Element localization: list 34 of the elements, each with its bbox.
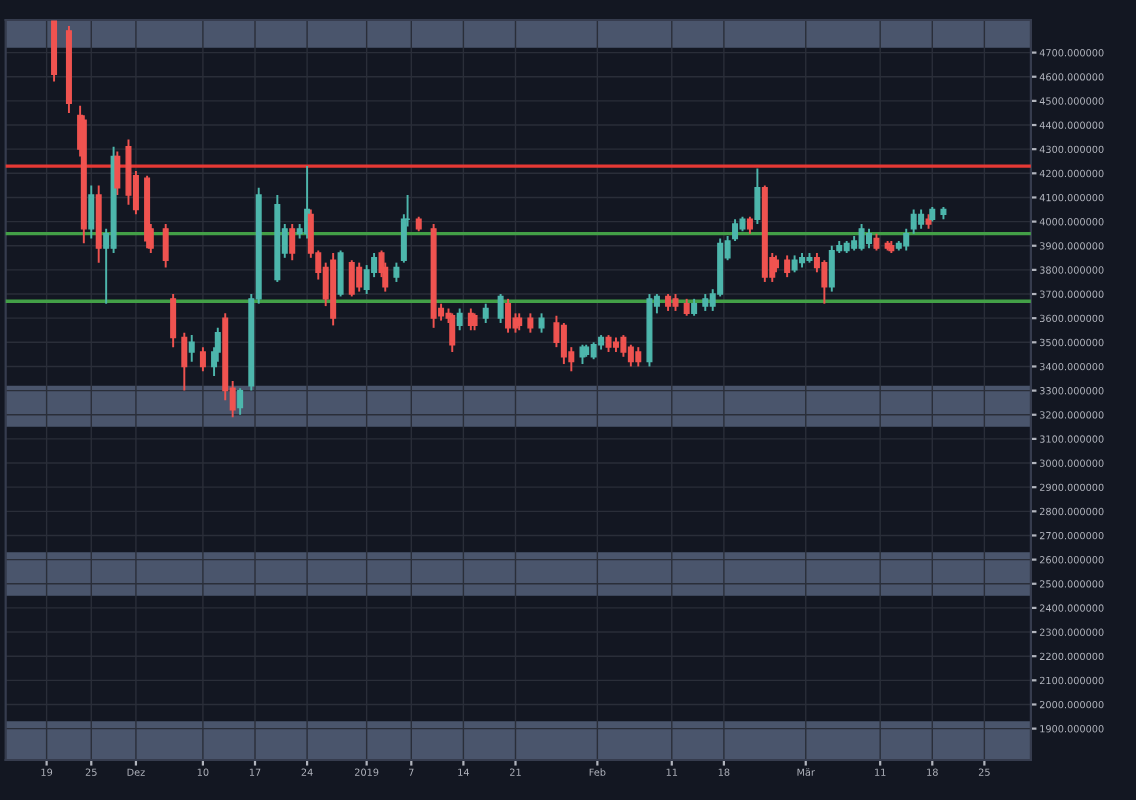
candlestick [497, 293, 504, 324]
candlestick [170, 293, 177, 349]
candlestick [538, 312, 545, 334]
candlestick [449, 312, 456, 353]
candlestick [289, 223, 296, 262]
candlestick [910, 208, 917, 235]
candlestick [866, 227, 873, 250]
candlestick [754, 167, 761, 225]
candlestick [456, 307, 463, 332]
candlestick [527, 312, 534, 334]
candlestick [88, 184, 95, 240]
candlestick [199, 346, 206, 373]
candlestick [553, 314, 560, 349]
candlestick [337, 249, 344, 298]
candlestick [393, 261, 400, 283]
candlestick [162, 223, 169, 269]
candlestick [188, 334, 195, 363]
candlestick [903, 227, 910, 252]
candlestick [858, 223, 865, 252]
candlestick [560, 322, 567, 366]
candlestick [635, 346, 642, 368]
candlestick [237, 387, 244, 416]
candlestick [821, 259, 828, 305]
candlestick [356, 261, 363, 293]
candlestick [181, 331, 188, 392]
candlestick [348, 259, 355, 298]
candlestick [627, 343, 634, 368]
candlestick [505, 297, 512, 334]
candlestick [482, 302, 489, 324]
candlestick [828, 244, 835, 293]
candlestick [620, 334, 627, 358]
candlestick [114, 150, 121, 197]
candlestick [918, 208, 925, 230]
candlestick [784, 254, 791, 279]
